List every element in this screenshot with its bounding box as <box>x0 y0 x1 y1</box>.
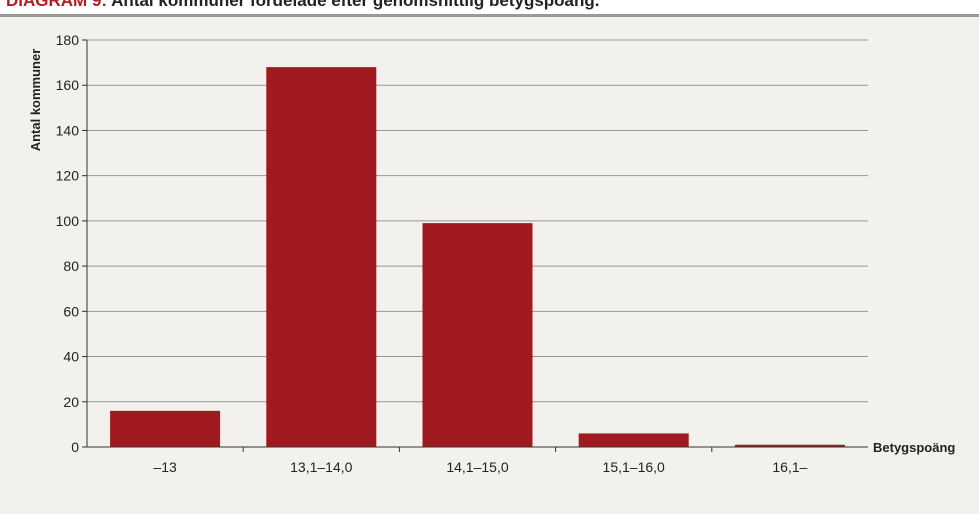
x-axis-ticks: –13 13,1–14,0 14,1–15,0 15,1–16,0 16,1– <box>153 447 808 475</box>
y-tick-label: 180 <box>56 32 80 48</box>
y-tick-label: 140 <box>56 122 80 138</box>
y-axis-label: Antal kommuner <box>28 49 43 152</box>
y-tick-label: 60 <box>63 303 79 319</box>
bar <box>734 444 845 447</box>
x-tick-label: 15,1–16,0 <box>603 459 665 475</box>
x-axis-label: Betygspoäng <box>873 440 955 455</box>
y-tick-label: 0 <box>71 439 79 455</box>
chart-title-text: Antal kommuner fördelade efter genomsnit… <box>111 0 600 10</box>
x-tick-label: 16,1– <box>772 459 807 475</box>
x-tick-label: 13,1–14,0 <box>290 459 352 475</box>
y-tick-label: 20 <box>63 394 79 410</box>
y-tick-label: 80 <box>63 258 79 274</box>
y-tick-label: 160 <box>56 77 80 93</box>
chart-title-prefix: DIAGRAM 9: <box>6 0 108 10</box>
y-tick-label: 100 <box>56 213 80 229</box>
chart-title-bar: DIAGRAM 9: Antal kommuner fördelade efte… <box>0 0 979 14</box>
bar <box>578 433 689 447</box>
bar <box>266 67 377 447</box>
bar <box>110 410 221 447</box>
y-tick-label: 40 <box>63 349 79 365</box>
title-divider <box>0 14 979 17</box>
bar <box>422 223 533 447</box>
x-tick-label: 14,1–15,0 <box>446 459 508 475</box>
x-tick-label: –13 <box>153 459 177 475</box>
chart-title: DIAGRAM 9: Antal kommuner fördelade efte… <box>6 0 600 11</box>
y-tick-label: 120 <box>56 168 80 184</box>
bars <box>110 67 845 447</box>
y-axis-ticks: 0 20 40 60 80 100 120 140 160 180 <box>56 32 87 455</box>
